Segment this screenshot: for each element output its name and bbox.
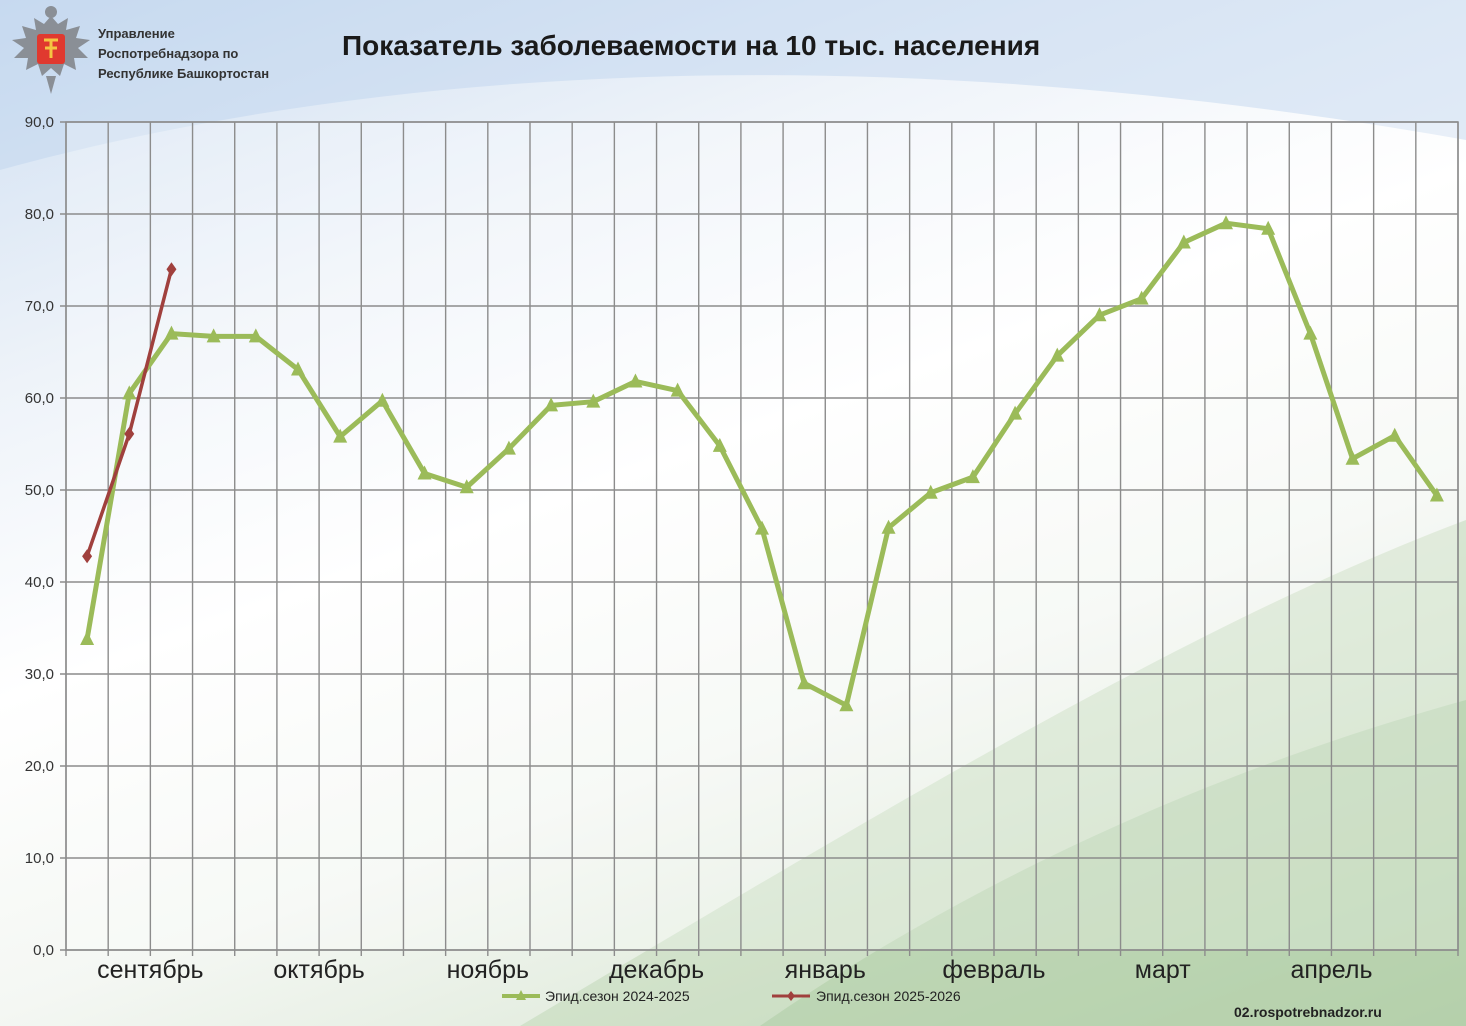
x-month-label: сентябрь (97, 956, 203, 984)
y-tick-label: 0,0 (33, 942, 54, 959)
y-tick-label: 50,0 (25, 482, 54, 499)
chart-title: Показатель заболеваемости на 10 тыс. нас… (342, 30, 1041, 61)
y-tick-label: 90,0 (25, 114, 54, 131)
x-month-label: январь (785, 956, 866, 984)
org-line-2: Роспотребнадзора по (98, 46, 239, 61)
org-line-3: Республике Башкортостан (98, 66, 270, 81)
data-point-triangle (965, 469, 980, 484)
y-tick-label: 10,0 (25, 850, 54, 867)
data-point-triangle (1261, 220, 1276, 235)
data-point-triangle (670, 382, 685, 397)
org-line-1: Управление (98, 26, 175, 41)
legend-label: Эпид.сезон 2025-2026 (816, 988, 961, 1004)
data-point-diamond (166, 262, 177, 277)
data-point-triangle (1303, 325, 1318, 340)
legend-marker-triangle (516, 990, 526, 1000)
data-point-diamond (82, 549, 93, 564)
y-tick-label: 30,0 (25, 666, 54, 683)
data-point-triangle (1429, 487, 1444, 502)
data-point-triangle (164, 325, 179, 340)
legend-label: Эпид.сезон 2024-2025 (545, 988, 690, 1004)
data-point-triangle (797, 675, 812, 690)
y-tick-label: 70,0 (25, 298, 54, 315)
website-url: 02.rospotrebnadzor.ru (1234, 1004, 1382, 1020)
data-point-triangle (333, 428, 348, 443)
data-point-triangle (1050, 347, 1065, 362)
data-point-triangle (1387, 427, 1402, 442)
data-point-triangle (122, 385, 137, 400)
y-tick-label: 20,0 (25, 758, 54, 775)
data-point-triangle (291, 361, 305, 376)
data-point-triangle (712, 437, 727, 452)
data-point-triangle (1092, 307, 1107, 322)
data-point-triangle (1345, 450, 1360, 465)
rospotrebnadzor-emblem (12, 6, 90, 94)
data-point-triangle (1176, 234, 1191, 249)
legend-marker-diamond (787, 991, 795, 1001)
data-point-triangle (839, 697, 854, 712)
x-month-label: март (1135, 956, 1191, 984)
data-point-triangle (248, 328, 263, 343)
y-tick-label: 40,0 (25, 574, 54, 591)
data-point-triangle (206, 328, 221, 343)
data-point-triangle (501, 440, 516, 455)
x-month-label: октябрь (273, 956, 364, 984)
organization-name: Управление Роспотребнадзора по Республик… (98, 24, 269, 84)
data-point-triangle (628, 373, 643, 388)
data-point-triangle (459, 479, 474, 494)
x-month-label: ноябрь (447, 956, 530, 984)
data-point-triangle (544, 397, 559, 412)
data-point-triangle (417, 465, 432, 480)
data-point-triangle (923, 484, 938, 499)
x-month-label: февраль (942, 956, 1045, 984)
data-point-triangle (80, 631, 95, 646)
data-point-diamond (124, 426, 135, 441)
data-point-triangle (586, 393, 601, 408)
x-month-label: апрель (1290, 956, 1372, 984)
data-point-triangle (881, 519, 896, 534)
data-point-triangle (375, 392, 390, 407)
data-point-triangle (1134, 290, 1149, 305)
y-tick-label: 80,0 (25, 206, 54, 223)
y-tick-label: 60,0 (25, 390, 54, 407)
x-month-label: декабрь (609, 956, 704, 984)
data-point-triangle (755, 520, 769, 535)
data-point-triangle (1008, 405, 1023, 420)
data-point-triangle (1219, 215, 1233, 230)
